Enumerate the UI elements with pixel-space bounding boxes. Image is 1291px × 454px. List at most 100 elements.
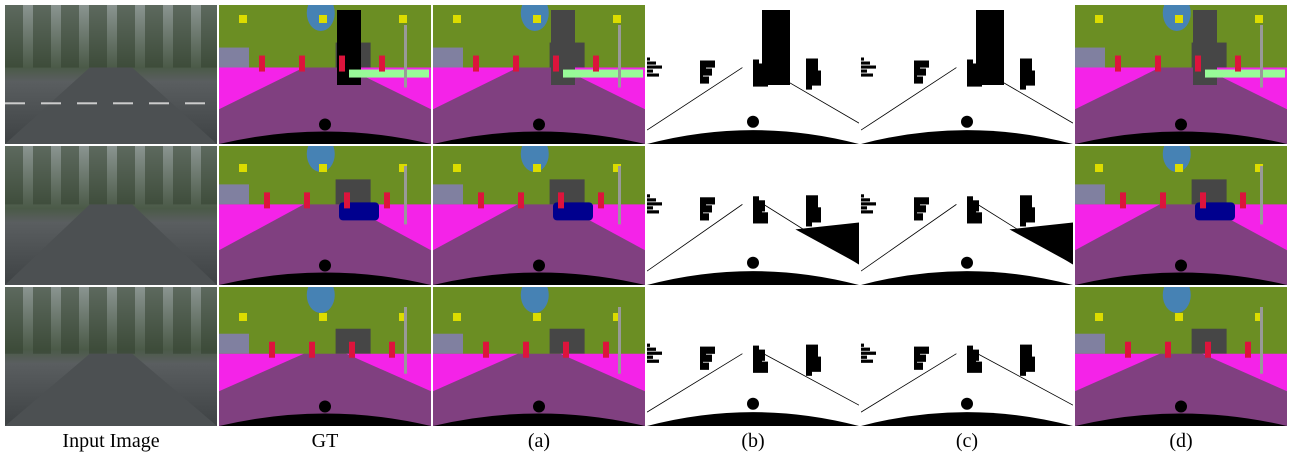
noise [647,73,659,77]
noise [967,349,979,361]
cell-image [219,287,431,426]
road [219,67,431,144]
noise [753,75,768,87]
tree [61,287,79,354]
noise [1020,348,1023,364]
noise [1020,207,1035,223]
person [1240,192,1246,209]
sign [1095,15,1103,23]
cell-image [433,146,645,285]
noise [647,351,662,355]
noise [806,207,821,223]
person [344,192,350,209]
sign [1175,15,1183,23]
noise [914,197,929,205]
person [1125,341,1131,358]
pillar [762,10,790,85]
lane-mark [149,102,169,105]
sidewalk [1202,353,1287,406]
person [1160,192,1166,209]
cell-image [647,146,859,285]
noise [914,358,917,366]
road-edge [647,204,859,272]
building [1191,179,1227,205]
cell-image [861,287,1073,426]
mirror [747,397,759,410]
noise [700,354,712,362]
building [1075,333,1105,354]
caption: (c) [956,430,978,452]
pole [1260,166,1263,225]
noise [861,359,873,363]
tree [61,146,79,205]
person [1195,55,1201,72]
noise [967,75,982,87]
noise [806,348,809,364]
tree [145,287,163,354]
noise [806,356,821,372]
road [433,204,645,285]
noise [967,200,979,212]
tree [117,5,135,68]
noise [861,198,870,202]
hood [1075,131,1287,144]
noise [753,212,768,224]
building [549,179,585,205]
road-edge [861,353,1073,413]
sign [1095,313,1103,321]
sidewalk [1202,204,1287,265]
noise [647,206,653,210]
sign [1175,164,1183,172]
building [433,333,463,354]
hood [647,130,859,144]
person [309,341,315,358]
noise [861,194,864,198]
noise [914,68,926,76]
noise [967,63,979,75]
person [523,341,529,358]
terrain [563,69,643,78]
noise [700,201,706,209]
sky [520,287,549,313]
hood [861,130,1073,144]
pole [404,307,407,374]
sidewalk [1075,204,1160,265]
sign [399,15,407,23]
sign [1255,313,1263,321]
sign [319,164,327,172]
sky [306,146,335,172]
person [299,55,305,72]
person [259,55,265,72]
person [1245,341,1251,358]
tree [5,146,23,205]
lane-mark [5,102,25,105]
mirror [1175,259,1187,272]
person [384,192,390,209]
noise [700,64,706,72]
mirror [533,400,545,413]
hood [1075,272,1287,285]
noise [861,351,876,355]
building [1075,47,1105,68]
cell-image [1075,146,1287,285]
person [518,192,524,209]
cell-image [5,5,217,144]
cell-image [647,287,859,426]
mirror [1175,118,1187,131]
building [219,333,249,354]
sign [1095,164,1103,172]
tree [89,146,107,205]
road [1075,353,1287,426]
noise [861,65,876,69]
sign [613,15,621,23]
sidewalk [1075,67,1160,124]
person [269,341,275,358]
noise [700,362,709,370]
tree [173,146,191,205]
person [1115,55,1121,72]
sign [319,313,327,321]
pole [618,307,621,374]
mirror [533,259,545,272]
pole [404,25,407,88]
